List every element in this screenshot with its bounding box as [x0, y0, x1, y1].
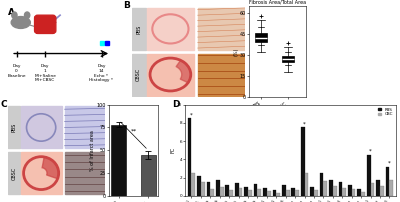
Text: *: *: [369, 149, 372, 154]
Bar: [8, 106, 20, 148]
Text: PBS: PBS: [11, 123, 16, 132]
PathPatch shape: [255, 33, 268, 42]
Text: PBS: PBS: [136, 24, 141, 34]
Bar: [216, 180, 220, 196]
Bar: [324, 181, 327, 196]
Legend: PBS, CBC: PBS, CBC: [377, 107, 394, 117]
Bar: [8, 152, 20, 194]
Bar: [132, 54, 146, 96]
Bar: [282, 185, 286, 196]
Bar: [314, 190, 318, 196]
Bar: [201, 182, 205, 196]
Bar: [141, 155, 156, 196]
Text: C: C: [0, 100, 7, 109]
Bar: [390, 180, 393, 196]
Bar: [320, 173, 324, 196]
Bar: [357, 189, 361, 196]
Text: CBSC: CBSC: [11, 167, 16, 180]
Bar: [244, 187, 248, 196]
Bar: [301, 127, 304, 196]
Bar: [226, 185, 229, 196]
Text: *: *: [303, 122, 306, 127]
Text: **: **: [130, 128, 136, 134]
Bar: [276, 193, 280, 196]
Bar: [361, 192, 365, 196]
Text: *: *: [190, 113, 193, 118]
Wedge shape: [176, 60, 191, 83]
Bar: [197, 176, 201, 196]
Bar: [239, 188, 242, 196]
Bar: [310, 187, 314, 196]
Y-axis label: % of Infarct area: % of Infarct area: [90, 130, 95, 171]
Bar: [352, 189, 356, 196]
Bar: [132, 8, 146, 50]
Text: Day
14
Echo *
Histology *: Day 14 Echo * Histology *: [90, 64, 114, 82]
Bar: [254, 184, 258, 196]
Ellipse shape: [24, 12, 30, 18]
Text: CBSC: CBSC: [136, 68, 141, 81]
Bar: [188, 118, 192, 196]
Bar: [229, 189, 233, 196]
Wedge shape: [42, 157, 59, 179]
Bar: [342, 188, 346, 196]
Bar: [338, 182, 342, 196]
Bar: [21, 152, 62, 194]
Text: B: B: [123, 1, 130, 11]
Bar: [329, 180, 333, 196]
Bar: [210, 189, 214, 196]
Bar: [111, 125, 126, 196]
Bar: [192, 173, 195, 196]
Bar: [386, 167, 390, 196]
Bar: [258, 189, 261, 196]
Bar: [198, 54, 245, 96]
Bar: [333, 186, 337, 196]
Bar: [348, 185, 352, 196]
Title: Fibrosis Area/Total Area: Fibrosis Area/Total Area: [249, 0, 306, 4]
Bar: [147, 8, 194, 50]
Bar: [291, 188, 295, 196]
Y-axis label: FC: FC: [170, 147, 176, 153]
Bar: [64, 152, 106, 194]
Y-axis label: (%): (%): [233, 47, 238, 56]
Text: *: *: [388, 161, 391, 166]
Bar: [235, 183, 239, 196]
Bar: [376, 180, 380, 196]
Bar: [64, 106, 106, 148]
Ellipse shape: [11, 17, 30, 28]
Bar: [147, 54, 194, 96]
Ellipse shape: [12, 12, 17, 18]
Text: Day
1
MI+Saline
MI+CBSC: Day 1 MI+Saline MI+CBSC: [34, 64, 56, 82]
Bar: [198, 8, 245, 50]
PathPatch shape: [282, 56, 294, 62]
Bar: [206, 182, 210, 196]
Bar: [380, 186, 384, 196]
Bar: [295, 190, 299, 196]
Bar: [220, 187, 224, 196]
Bar: [367, 155, 370, 196]
Bar: [272, 190, 276, 196]
Bar: [267, 191, 271, 196]
Bar: [263, 188, 267, 196]
Text: D: D: [172, 100, 180, 109]
Bar: [370, 183, 374, 196]
Bar: [286, 189, 290, 196]
FancyBboxPatch shape: [34, 15, 56, 34]
Bar: [21, 106, 62, 148]
Bar: [248, 190, 252, 196]
Text: A: A: [8, 8, 15, 17]
Bar: [304, 173, 308, 196]
Text: Day
0
Baseline: Day 0 Baseline: [7, 64, 26, 78]
